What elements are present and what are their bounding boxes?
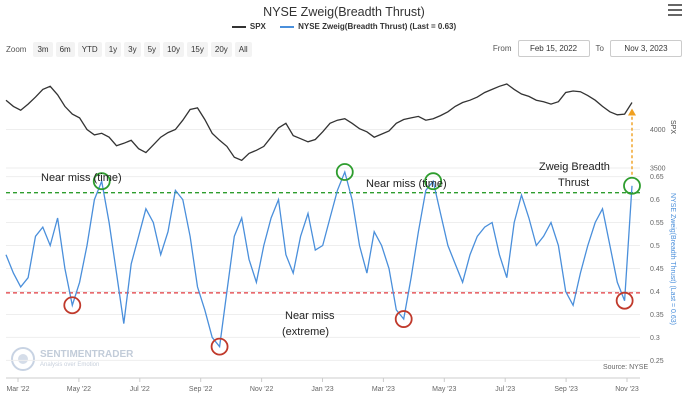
chart-title: NYSE Zweig(Breadth Thrust) — [263, 5, 425, 19]
zweig-y-tick-5: 0.5 — [650, 243, 660, 250]
thrust-arrow-head — [628, 108, 636, 116]
x-tick-label-6: Mar '23 — [372, 386, 395, 393]
annotation-zweig-breadth: Zweig Breadth — [539, 161, 610, 173]
legend-label-zweig: NYSE Zweig(Breadth Thrust) (Last = 0.63) — [298, 22, 457, 31]
legend-item-zweig[interactable]: NYSE Zweig(Breadth Thrust) (Last = 0.63) — [280, 22, 456, 31]
annotation-near-miss: Near miss — [285, 310, 335, 322]
zweig-y-tick-6: 0.55 — [650, 220, 664, 227]
zoom-3y-button[interactable]: 3y — [124, 42, 141, 57]
x-tick-label-5: Jan '23 — [311, 386, 333, 393]
annotation-markers — [63, 108, 641, 356]
legend-swatch-zweig — [280, 25, 295, 28]
legend-label-spx: SPX — [249, 22, 266, 31]
zoom-1y-button[interactable]: 1y — [104, 42, 122, 57]
zoom-ytd-button[interactable]: YTD — [77, 42, 102, 57]
legend-swatch-spx — [231, 25, 246, 28]
date-range: From Feb 15, 2022 To Nov 3, 2023 — [493, 40, 682, 57]
thresholds — [6, 192, 640, 294]
zoom-3m-button[interactable]: 3m — [33, 42, 53, 57]
x-tick-label-10: Nov '23 — [615, 386, 639, 393]
to-label: To — [595, 44, 604, 53]
annotation-labels: Near miss (time) Near miss (time) Near m… — [41, 161, 610, 338]
x-tick-label-8: Jul '23 — [495, 386, 515, 393]
marker-green-4 — [623, 176, 641, 195]
marker-red-4 — [615, 291, 634, 310]
hamburger-menu-icon[interactable] — [668, 4, 682, 16]
zweig-y-tick-3: 0.4 — [650, 289, 660, 296]
watermark-tagline: Analysis over Emotion — [40, 362, 99, 368]
x-tick-label-7: May '23 — [432, 386, 456, 393]
legend: SPX NYSE Zweig(Breadth Thrust) (Last = 0… — [0, 22, 688, 31]
zweig-y-tick-2: 0.35 — [650, 312, 664, 319]
zoom-15y-button[interactable]: 15y — [186, 42, 208, 57]
watermark-name: SENTIMENTRADER — [40, 349, 134, 360]
annotation-near-miss-time-1: Near miss (time) — [41, 172, 122, 184]
legend-item-spx[interactable]: SPX — [231, 22, 266, 31]
zoom-bar: Zoom 3m 6m YTD 1y 3y 5y 10y 15y 20y All — [6, 42, 252, 57]
spx-axis-title: SPX — [669, 120, 676, 134]
marker-green-1 — [92, 172, 111, 191]
zoom-all-button[interactable]: All — [234, 42, 252, 57]
zweig-axis-title: NYSE Zweig(Breadth Thrust) (Last = 0.63) — [669, 193, 676, 325]
spx-y-tick-1: 4000 — [650, 127, 666, 134]
marker-red-2 — [210, 337, 229, 356]
marker-red-3 — [394, 310, 413, 328]
grid — [6, 128, 640, 361]
zoom-10y-button[interactable]: 10y — [163, 42, 184, 57]
x-axis: Mar '22 May '22 Jul '22 Sep '22 Nov '22 Jan '… — [6, 377, 640, 393]
x-tick-label-4: Nov '22 — [250, 386, 274, 393]
zweig-y-tick-7: 0.6 — [650, 197, 660, 204]
zweig-y-tick-1: 0.3 — [650, 335, 660, 342]
zweig-line — [5, 169, 633, 349]
zoom-label: Zoom — [6, 45, 27, 54]
marker-green-3 — [424, 172, 443, 191]
zweig-y-tick-0: 0.25 — [650, 358, 664, 365]
marker-green-2 — [335, 163, 354, 181]
x-tick-label-2: Jul '22 — [130, 386, 150, 393]
from-label: From — [492, 44, 512, 53]
from-date-input[interactable]: Feb 15, 2022 — [517, 40, 590, 57]
x-tick-label-0: Mar '22 — [6, 386, 29, 393]
x-tick-label-9: Sep '23 — [554, 386, 578, 393]
source-note: Source: NYSE — [603, 364, 648, 371]
zoom-5y-button[interactable]: 5y — [143, 42, 161, 57]
zoom-6m-button[interactable]: 6m — [55, 42, 75, 57]
marker-red-1 — [63, 296, 82, 315]
annotation-thrust: Thrust — [558, 177, 589, 189]
spx-y-tick-0: 3500 — [650, 166, 666, 173]
zweig-y-tick-4: 0.45 — [650, 266, 664, 273]
annotation-near-miss-time-2: Near miss (time) — [366, 178, 447, 190]
to-date-input[interactable]: Nov 3, 2023 — [610, 40, 682, 57]
annotation-extreme: (extreme) — [282, 326, 329, 338]
zoom-20y-button[interactable]: 20y — [210, 42, 232, 57]
spx-line — [5, 83, 633, 162]
series — [5, 83, 633, 349]
x-tick-label-3: Sep '22 — [189, 386, 213, 393]
zweig-y-tick-8: 0.65 — [650, 174, 664, 181]
x-tick-label-1: May '22 — [67, 386, 91, 393]
watermark-logo: SENTIMENTRADER Analysis over Emotion — [11, 347, 134, 371]
